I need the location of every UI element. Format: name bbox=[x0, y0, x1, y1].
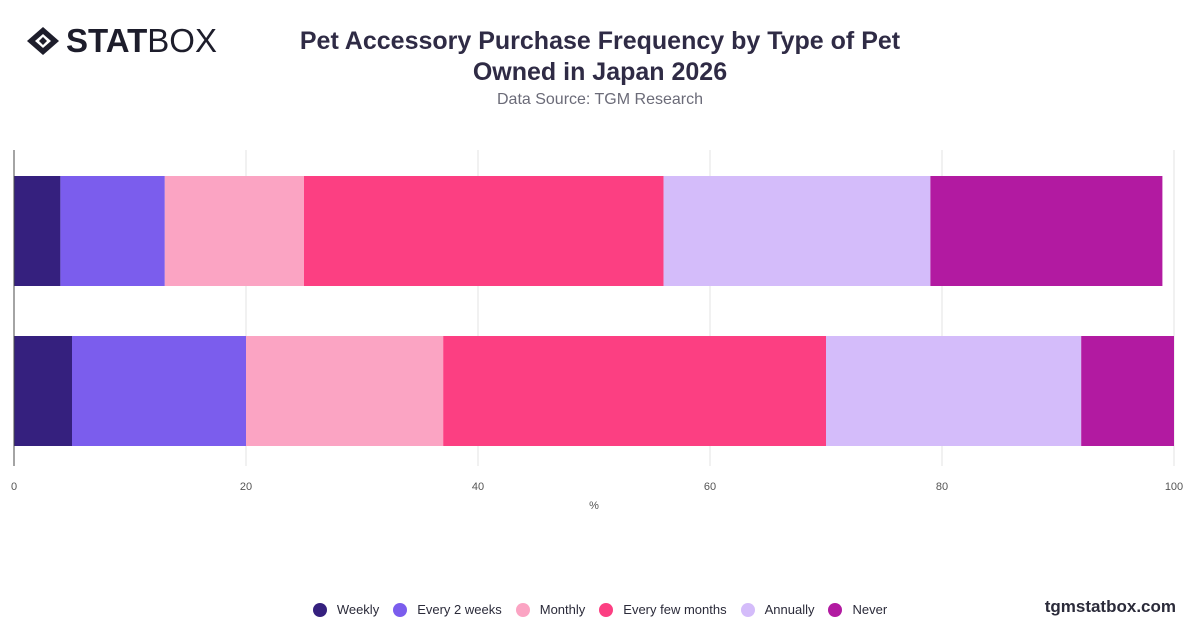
legend-label: Every 2 weeks bbox=[417, 602, 502, 617]
logo-thin-text: BOX bbox=[147, 22, 217, 59]
bar-segment bbox=[443, 336, 826, 446]
stacked-bar-chart: 0 20 40 60 80 100% bbox=[11, 150, 1183, 512]
legend-item[interactable]: Annually bbox=[740, 602, 815, 617]
legend-item[interactable]: Monthly bbox=[515, 602, 586, 617]
legend-swatch bbox=[515, 602, 530, 617]
legend-swatch bbox=[828, 602, 843, 617]
bar-segment bbox=[930, 176, 1163, 286]
chart-title-line-1: Pet Accessory Purchase Frequency by Type… bbox=[299, 27, 901, 55]
bar-segment bbox=[304, 176, 664, 286]
x-tick-label: 100 bbox=[1165, 481, 1183, 493]
x-axis-label: % bbox=[589, 500, 599, 512]
bar-segment bbox=[60, 176, 165, 286]
statbox-logo: STATBOX bbox=[26, 24, 217, 58]
x-tick-label: 20 bbox=[240, 481, 252, 493]
x-tick-label: 0 bbox=[11, 481, 17, 493]
diamond-logo-icon bbox=[27, 27, 59, 55]
x-tick-label: 60 bbox=[704, 481, 716, 493]
logo-wordmark: STATBOX bbox=[66, 24, 217, 58]
legend-label: Annually bbox=[764, 602, 815, 617]
bar-segment bbox=[246, 336, 444, 446]
legend-label: Monthly bbox=[539, 602, 586, 617]
bar-segment bbox=[663, 176, 931, 286]
legend-label: Never bbox=[852, 602, 888, 617]
logo-bold-text: STAT bbox=[66, 22, 148, 59]
legend-item[interactable]: Never bbox=[828, 602, 887, 617]
x-tick-label: 80 bbox=[936, 481, 948, 493]
bar-segment bbox=[1081, 336, 1174, 446]
bar-segment bbox=[14, 176, 61, 286]
legend-swatch bbox=[740, 602, 755, 617]
legend-swatch bbox=[393, 602, 408, 617]
chart-title: Pet Accessory Purchase Frequency by Type… bbox=[250, 26, 950, 88]
bar-segment bbox=[164, 176, 304, 286]
bar-segment bbox=[72, 336, 246, 446]
legend-item[interactable]: Every few months bbox=[599, 602, 727, 617]
legend-item[interactable]: Weekly bbox=[312, 602, 380, 617]
footer-site-link[interactable]: tgmstatbox.com bbox=[1044, 597, 1176, 616]
bar-segment bbox=[826, 336, 1082, 446]
chart-subtitle: Data Source: TGM Research bbox=[496, 91, 703, 108]
bar-segment bbox=[14, 336, 72, 446]
legend-swatch bbox=[599, 602, 614, 617]
chart-legend: Weekly Every 2 weeks Monthly Every few mont… bbox=[0, 602, 1200, 617]
legend-label: Every few months bbox=[623, 602, 727, 617]
x-tick-label: 40 bbox=[472, 481, 484, 493]
legend-label: Weekly bbox=[336, 602, 380, 617]
legend-item[interactable]: Every 2 weeks bbox=[393, 602, 502, 617]
legend-swatch bbox=[312, 602, 327, 617]
chart-title-line-2: Owned in Japan 2026 bbox=[472, 58, 728, 86]
